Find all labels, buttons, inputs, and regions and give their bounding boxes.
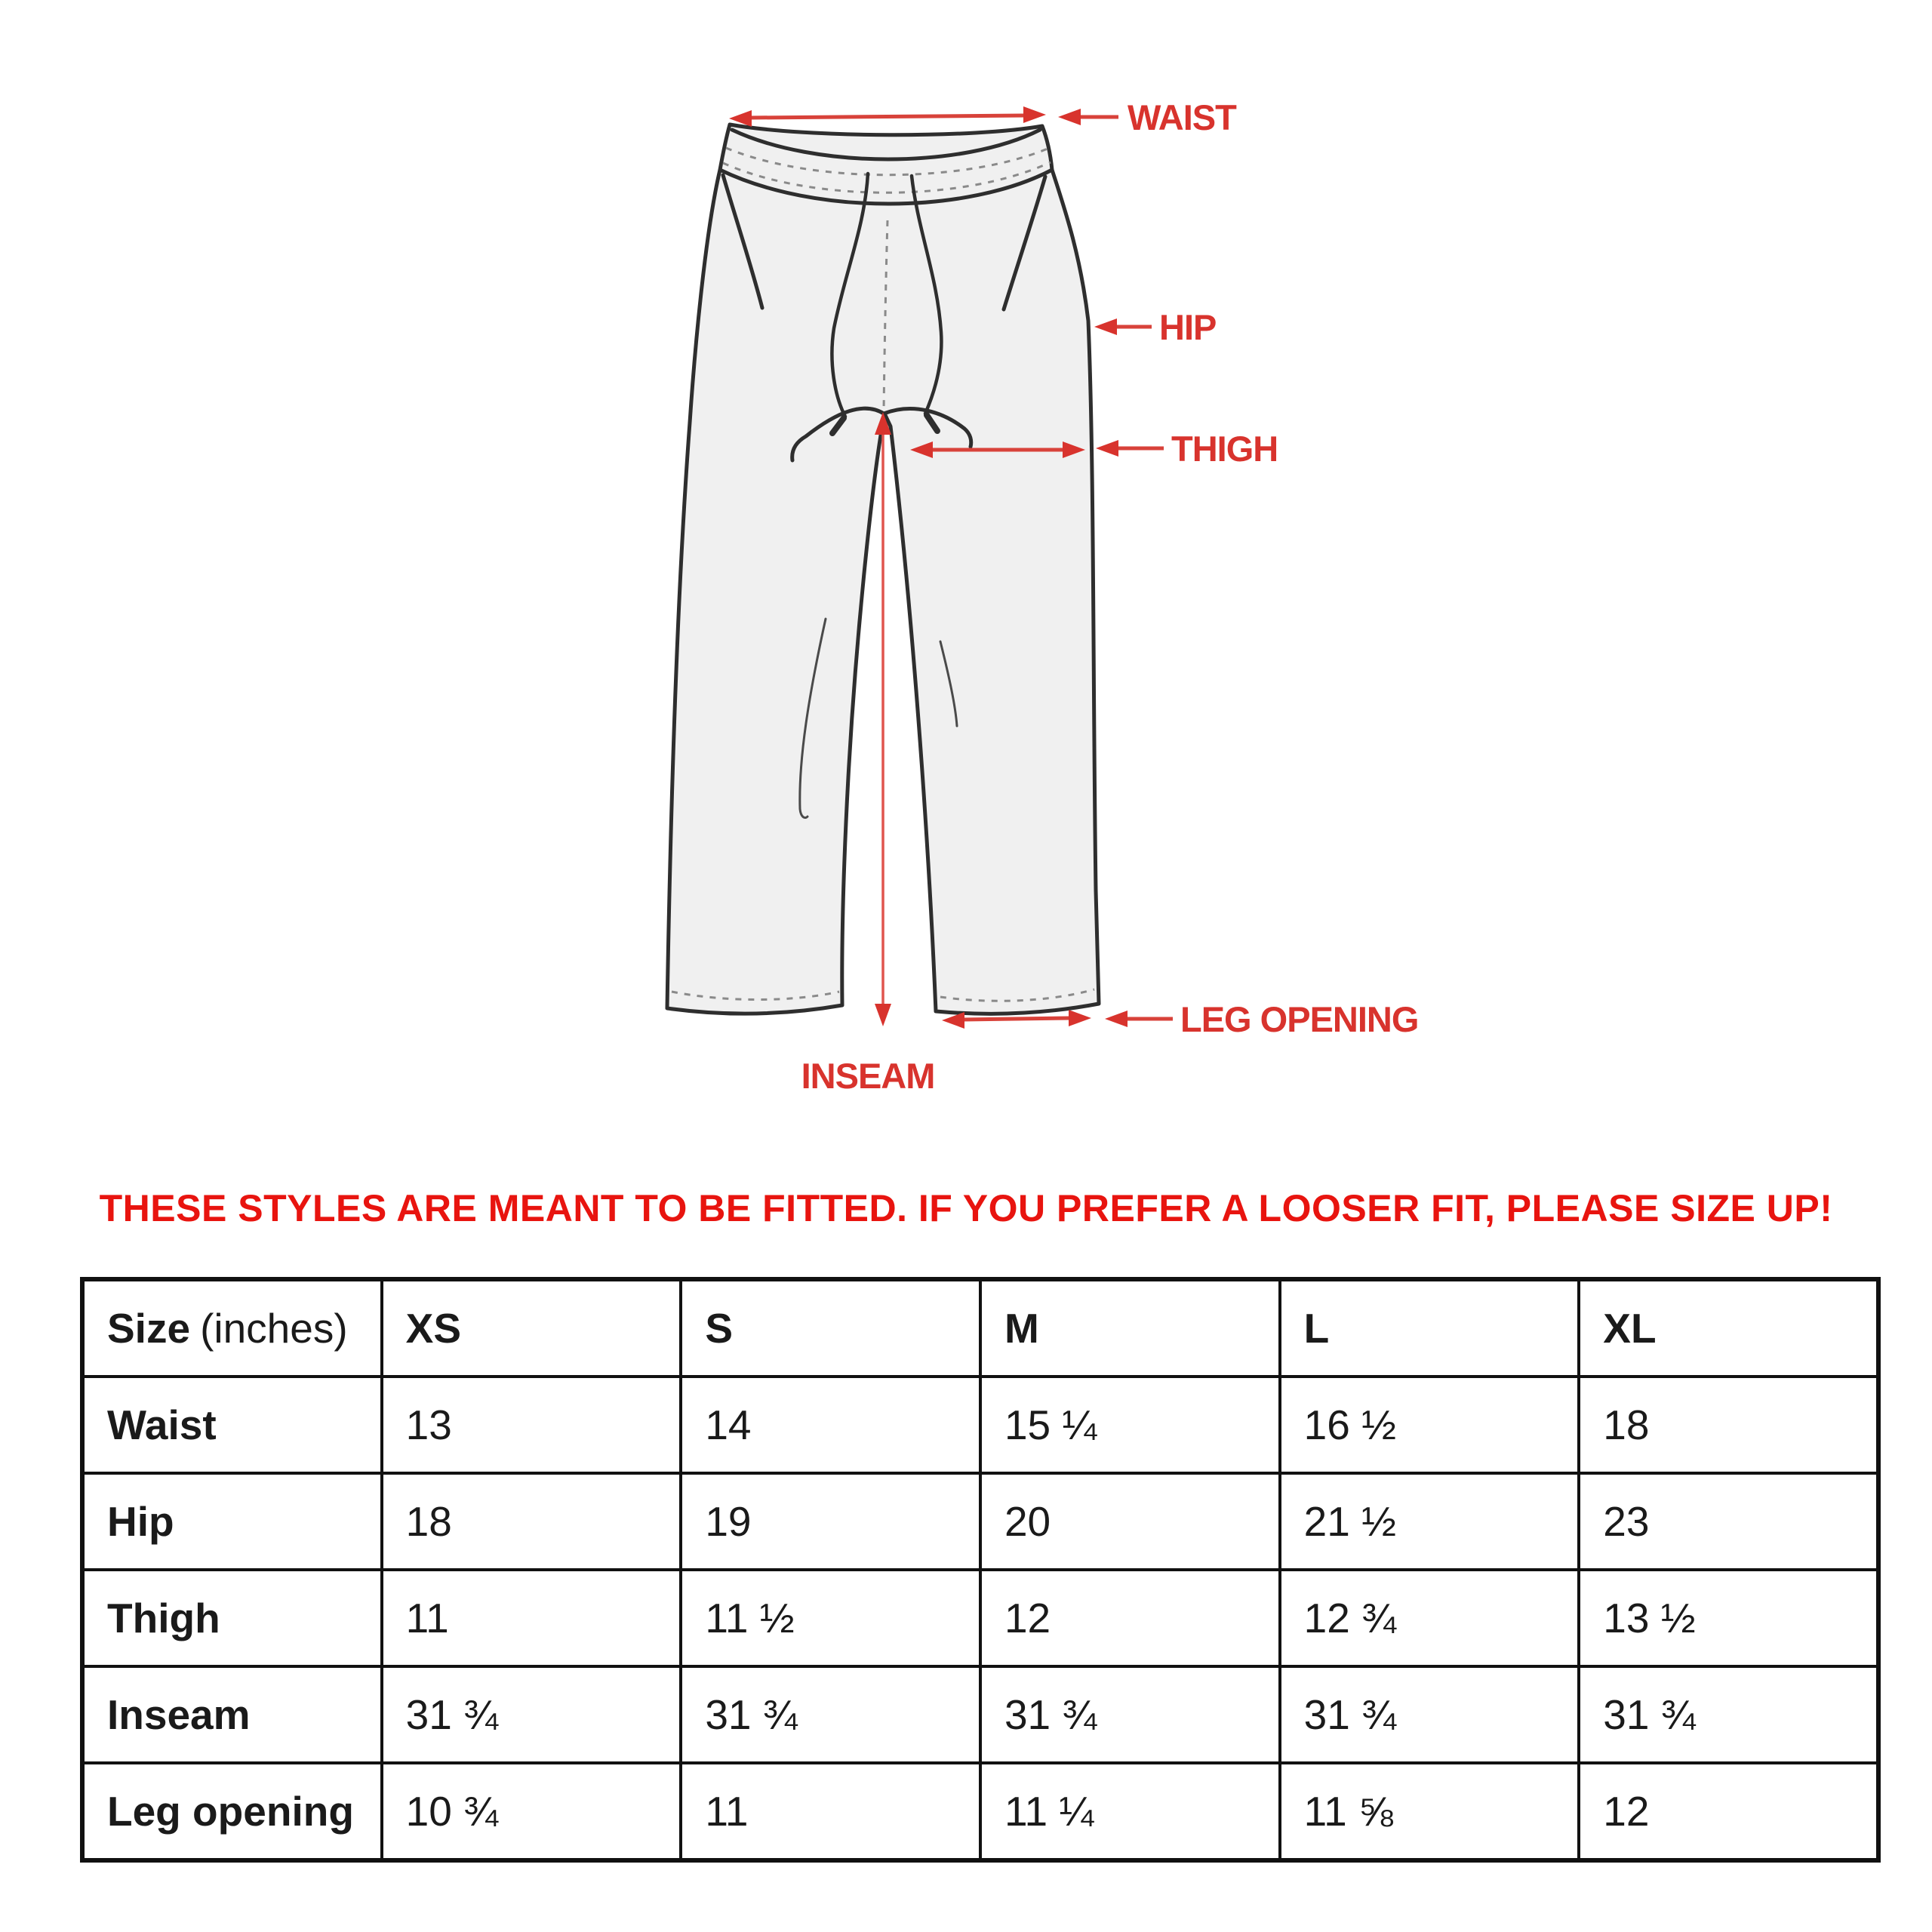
right-hem-stitch: [940, 988, 1095, 1002]
left-pocket-slit: [721, 173, 764, 310]
cell-value: 31 ¾: [1577, 1665, 1880, 1764]
cell-value: 31 ¾: [380, 1665, 683, 1764]
table-row-inseam: Inseam 31 ¾ 31 ¾ 31 ¾ 31 ¾ 31 ¾: [81, 1665, 1880, 1764]
inseam-measure-arrow: INSEAM: [801, 412, 935, 1096]
col-header-xs: XS: [380, 1278, 683, 1378]
drawstring-right-cord: [909, 174, 943, 416]
cell-value: 23: [1577, 1472, 1880, 1571]
leg-opening-label: LEG OPENING: [1180, 999, 1418, 1039]
cell-value: 12: [978, 1568, 1281, 1668]
thigh-label: THIGH: [1171, 429, 1278, 469]
row-label: Thigh: [81, 1568, 383, 1668]
left-knee-crease: [798, 617, 827, 820]
cell-value: 20: [978, 1472, 1281, 1571]
cell-value: 15 ¼: [978, 1375, 1281, 1475]
thigh-measure-arrow: [910, 441, 1085, 458]
cell-value: 11 ⅝: [1278, 1761, 1581, 1862]
size-table: Size (inches) XS S M L XL Waist 13 14 15 …: [80, 1277, 1881, 1863]
table-row-thigh: Thigh 11 11 ½ 12 12 ¾ 13 ½: [81, 1568, 1880, 1668]
waistband-stitch-bottom: [722, 161, 1051, 194]
row-label: Hip: [81, 1472, 383, 1571]
waist-measure-arrow: [729, 106, 1046, 127]
row-label: Waist: [81, 1375, 383, 1475]
col-header-s: S: [679, 1278, 982, 1378]
inseam-label: INSEAM: [801, 1056, 935, 1096]
size-header-cell: Size (inches): [81, 1278, 383, 1378]
thigh-callout: THIGH: [1096, 429, 1278, 469]
cell-value: 11 ¼: [978, 1761, 1281, 1862]
pants-silhouette: [665, 122, 1101, 1016]
waistband-bottom-edge: [718, 168, 1054, 206]
row-label: Leg opening: [81, 1761, 383, 1862]
waistband-stitch-top: [725, 146, 1048, 177]
right-pocket-slit: [1001, 174, 1048, 312]
leg-opening-measure-arrow: [942, 1010, 1091, 1029]
cell-value: 13 ½: [1577, 1568, 1880, 1668]
row-label: Inseam: [81, 1665, 383, 1764]
cell-value: 13: [380, 1375, 683, 1475]
cell-value: 19: [679, 1472, 982, 1571]
drawstring-left-cord: [830, 171, 870, 419]
cell-value: 16 ½: [1278, 1375, 1581, 1475]
col-header-xl: XL: [1577, 1278, 1880, 1378]
col-header-l: L: [1278, 1278, 1581, 1378]
drawstring-right-aglet: [924, 412, 940, 434]
waist-callout: WAIST: [1058, 97, 1238, 137]
cell-value: 11 ½: [679, 1568, 982, 1668]
cell-value: 10 ¾: [380, 1761, 683, 1862]
pants-measurement-diagram: WAIST HIP THIGH INSEAM: [665, 97, 1419, 1096]
drawstring-left-aglet: [829, 415, 847, 436]
waist-label: WAIST: [1128, 97, 1237, 137]
cell-value: 14: [679, 1375, 982, 1475]
table-header-row: Size (inches) XS S M L XL: [81, 1278, 1880, 1378]
table-row-leg-opening: Leg opening 10 ¾ 11 11 ¼ 11 ⅝ 12: [81, 1761, 1880, 1862]
hip-callout: HIP: [1094, 307, 1217, 347]
cell-value: 18: [1577, 1375, 1880, 1475]
cell-value: 31 ¾: [1278, 1665, 1581, 1764]
waistband-inner-edge: [730, 128, 1042, 162]
hip-label: HIP: [1159, 307, 1216, 347]
size-header-label: Size: [107, 1305, 191, 1352]
table-row-waist: Waist 13 14 15 ¼ 16 ½ 18: [81, 1375, 1880, 1475]
cell-value: 18: [380, 1472, 683, 1571]
fit-notice: THESE STYLES ARE MEANT TO BE FITTED. IF …: [99, 1187, 1833, 1229]
cell-value: 11: [380, 1568, 683, 1668]
cell-value: 12 ¾: [1278, 1568, 1581, 1668]
cell-value: 12: [1577, 1761, 1880, 1862]
col-header-m: M: [978, 1278, 1281, 1378]
cell-value: 31 ¾: [978, 1665, 1281, 1764]
right-knee-crease: [939, 640, 958, 728]
crotch-seam: [790, 406, 974, 463]
leg-opening-callout: LEG OPENING: [1105, 999, 1419, 1039]
cell-value: 21 ½: [1278, 1472, 1581, 1571]
fly-stitch-line: [882, 220, 889, 412]
cell-value: 11: [679, 1761, 982, 1862]
table-row-hip: Hip 18 19 20 21 ½ 23: [81, 1472, 1880, 1571]
cell-value: 31 ¾: [679, 1665, 982, 1764]
size-header-unit: (inches): [200, 1305, 348, 1352]
